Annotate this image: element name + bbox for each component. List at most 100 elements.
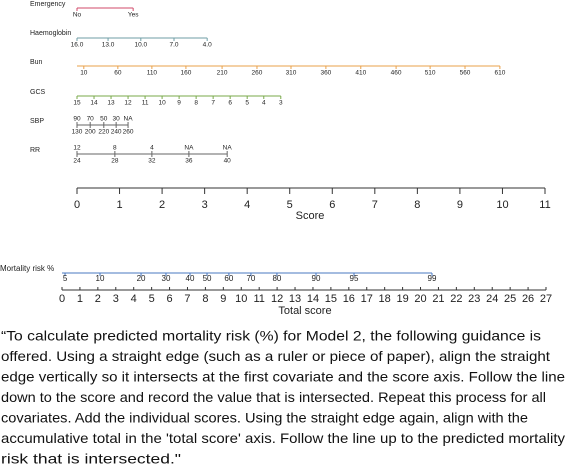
mortality-tick-label: 10 (96, 274, 105, 283)
covariate-tick-label: 40 (224, 158, 232, 165)
covariate-tick-label: 130 (72, 129, 83, 136)
caption-line: down to the score and record the value t… (1, 389, 546, 405)
covariate-tick-label: 110 (147, 70, 158, 77)
mortality-axis-title: Mortality risk % (0, 264, 54, 273)
total-tick-label: 26 (522, 293, 534, 305)
score-tick-label: 10 (496, 199, 508, 211)
total-tick-label: 15 (325, 293, 337, 305)
covariate-tick-label: 32 (148, 158, 156, 165)
total-tick-label: 1 (77, 293, 83, 305)
covariate-tick-label: 90 (73, 116, 81, 123)
covariate-tick-label: 7.0 (169, 42, 178, 49)
total-tick-label: 4 (131, 293, 137, 305)
covariate-tick-label: 5 (245, 100, 249, 107)
covariate-tick-label: 200 (85, 129, 96, 136)
covariate-tick-label: 7 (211, 100, 215, 107)
total-tick-label: 6 (166, 293, 172, 305)
total-tick-label: 19 (396, 293, 408, 305)
score-tick-label: 1 (116, 199, 122, 211)
covariate-tick-label: 30 (113, 116, 121, 123)
total-tick-label: 22 (450, 293, 462, 305)
total-tick-label: 14 (307, 293, 319, 305)
total-tick-label: 24 (486, 293, 498, 305)
score-tick-label: 8 (414, 199, 420, 211)
total-tick-label: 21 (432, 293, 444, 305)
covariate-tick-label: 310 (286, 70, 297, 77)
covariate-tick-label: 10 (80, 70, 88, 77)
covariate-tick-label: 14 (90, 100, 98, 107)
covariate-tick-label: 4.0 (203, 42, 212, 49)
total-tick-label: 25 (504, 293, 516, 305)
mortality-tick-label: 20 (137, 274, 146, 283)
caption-line: risk that is intersected." (1, 451, 181, 467)
total-tick-label: 10 (235, 293, 247, 305)
covariate-tick-label: 6 (228, 100, 232, 107)
total-tick-label: 18 (379, 293, 391, 305)
mortality-tick-label: 70 (246, 274, 255, 283)
covariate-tick-label: No (73, 12, 82, 19)
covariate-tick-label: 11 (142, 100, 149, 107)
covariate-label: GCS (30, 89, 46, 96)
mortality-tick-label: 40 (186, 274, 195, 283)
covariate-tick-label: 70 (87, 116, 95, 123)
covariate-tick-label: 8 (194, 100, 198, 107)
total-tick-label: 2 (95, 293, 101, 305)
covariate-label: SBP (30, 118, 44, 125)
total-tick-label: 3 (113, 293, 119, 305)
covariate-tick-label: 410 (355, 70, 366, 77)
covariate-tick-label: NA (223, 145, 233, 152)
covariate-tick-label: 510 (425, 70, 436, 77)
covariate-label: Emergency (30, 1, 66, 8)
covariate-tick-label: 28 (111, 158, 119, 165)
covariate-tick-label: 260 (252, 70, 263, 77)
total-tick-label: 8 (202, 293, 208, 305)
score-tick-label: 0 (74, 199, 80, 211)
total-tick-label: 27 (540, 293, 552, 305)
mortality-tick-label: 95 (350, 274, 359, 283)
caption-line: offered. Using a straight edge (such as … (1, 348, 550, 364)
covariate-tick-label: NA (184, 145, 194, 152)
covariate-tick-label: 4 (262, 100, 266, 107)
covariate-tick-label: 4 (150, 145, 154, 152)
covariate-label: Haemoglobin (30, 30, 71, 37)
covariate-tick-label: 220 (98, 129, 109, 136)
mortality-tick-label: 60 (224, 274, 233, 283)
total-tick-label: 5 (149, 293, 155, 305)
covariate-tick-label: 160 (180, 70, 191, 77)
score-tick-label: 9 (457, 199, 463, 211)
covariate-tick-label: 60 (114, 70, 122, 77)
covariate-tick-label: 12 (124, 100, 132, 107)
covariate-tick-label: 240 (111, 129, 122, 136)
covariate-tick-label: 36 (185, 158, 193, 165)
mortality-tick-label: 50 (203, 274, 212, 283)
covariate-tick-label: 3 (279, 100, 283, 107)
covariate-tick-label: 15 (73, 100, 81, 107)
covariate-tick-label: 10 (158, 100, 166, 107)
mortality-tick-label: 30 (162, 274, 171, 283)
total-tick-label: 23 (468, 293, 480, 305)
covariate-tick-label: 24 (73, 158, 81, 165)
covariate-tick-label: 50 (100, 116, 108, 123)
covariate-tick-label: 8 (113, 145, 117, 152)
covariate-tick-label: 10.0 (134, 42, 147, 49)
mortality-tick-label: 99 (428, 274, 437, 283)
covariate-tick-label: 16.0 (71, 42, 84, 49)
total-tick-label: 17 (361, 293, 373, 305)
covariate-label: Bun (30, 59, 43, 66)
caption-line: covariates. Add the individual scores. U… (1, 410, 528, 426)
caption-line: “To calculate predicted mortality risk (… (1, 328, 541, 344)
covariate-tick-label: Yes (128, 12, 139, 19)
covariate-tick-label: 13 (107, 100, 115, 107)
covariate-tick-label: 260 (123, 129, 134, 136)
total-tick-label: 7 (184, 293, 190, 305)
covariate-tick-label: 360 (320, 70, 331, 77)
mortality-tick-label: 90 (312, 274, 321, 283)
mortality-tick-label: 80 (272, 274, 281, 283)
covariate-tick-label: NA (124, 116, 134, 123)
total-tick-label: 11 (253, 293, 264, 305)
total-tick-label: 9 (220, 293, 226, 305)
caption-line: edge vertically so it intersects at the … (1, 369, 565, 385)
total-tick-label: 12 (271, 293, 283, 305)
total-tick-label: 16 (343, 293, 355, 305)
score-tick-label: 2 (159, 199, 165, 211)
